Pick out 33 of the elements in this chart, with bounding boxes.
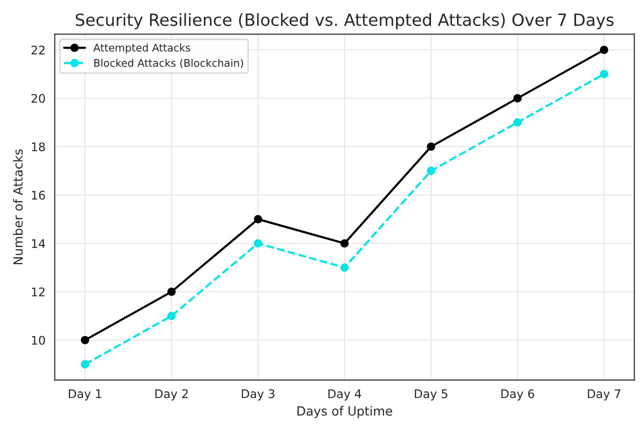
y-tick-label: 16 xyxy=(32,190,45,200)
x-tick-label: Day 1 xyxy=(68,389,102,400)
point xyxy=(340,239,349,248)
y-tick-label: 14 xyxy=(32,239,46,248)
point xyxy=(426,166,436,175)
point xyxy=(600,70,608,78)
y-tick-label: 20 xyxy=(32,94,45,103)
point xyxy=(600,46,608,54)
point xyxy=(167,312,176,320)
x-tick-label: Day 5 xyxy=(414,389,448,400)
point xyxy=(513,94,522,102)
chart-title: Security Resilience (Blocked vs. Attempted Attacks) Over 7 Days xyxy=(76,13,614,30)
point xyxy=(167,288,176,296)
y-tick-label: 22 xyxy=(32,46,45,54)
point xyxy=(513,118,522,127)
y-tick-label: 18 xyxy=(32,142,45,152)
x-tick-label: Day 6 xyxy=(501,389,534,400)
point xyxy=(80,360,90,368)
x-axis-title: Days of Uptime xyxy=(298,406,392,418)
x-tick-label: Day 3 xyxy=(242,389,274,400)
point xyxy=(254,215,262,224)
x-tick-label: Day 4 xyxy=(328,389,362,400)
point xyxy=(426,142,436,151)
point xyxy=(80,336,90,344)
point xyxy=(340,263,349,272)
y-tick-label: 12 xyxy=(32,287,45,296)
y-tick-label: 10 xyxy=(32,336,45,345)
legend-label: Blocked Attacks (Blockchain) xyxy=(94,58,244,68)
x-tick-label: Day 2 xyxy=(155,389,188,400)
x-tick-label: Day 7 xyxy=(588,389,620,400)
legend-label: Attempted Attacks xyxy=(93,44,190,54)
point xyxy=(254,239,262,248)
y-axis-title: Number of Attacks xyxy=(13,149,23,264)
